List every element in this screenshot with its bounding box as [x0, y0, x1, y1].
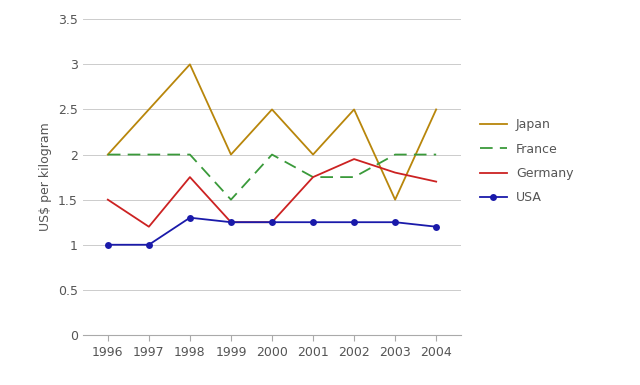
Legend: Japan, France, Germany, USA: Japan, France, Germany, USA [475, 114, 579, 209]
Y-axis label: US$ per kilogram: US$ per kilogram [39, 123, 52, 231]
